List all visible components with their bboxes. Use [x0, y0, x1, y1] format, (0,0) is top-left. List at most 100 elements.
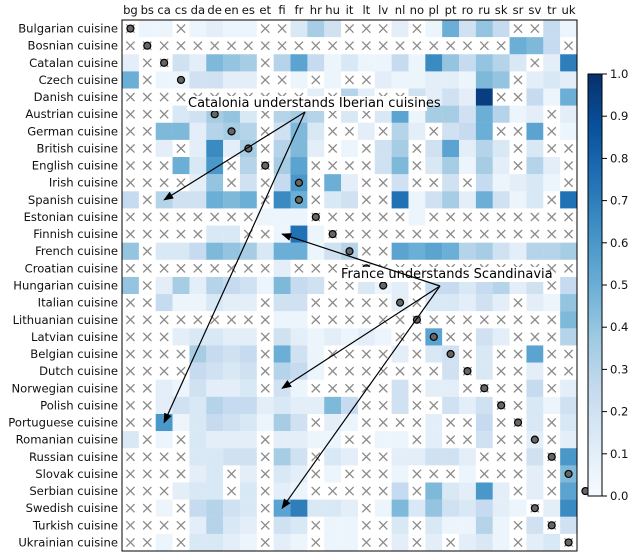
missing-value-mark [361, 246, 371, 256]
x-tick-label: de [207, 3, 222, 17]
missing-value-mark [429, 315, 439, 325]
heatmap-cell [526, 294, 544, 312]
missing-value-mark [513, 24, 523, 34]
heatmap-cell [223, 225, 241, 243]
colorbar-tick-label: 1.0 [610, 67, 628, 81]
heatmap-cell [459, 396, 477, 415]
x-tick-label: ca [157, 3, 170, 17]
missing-value-mark [260, 126, 270, 136]
missing-value-mark [361, 212, 371, 222]
heatmap-cell [509, 242, 527, 260]
heatmap-cell [273, 431, 291, 449]
heatmap-cell [543, 20, 561, 38]
heatmap-cell [172, 396, 190, 415]
missing-value-mark [412, 161, 422, 171]
heatmap-cell [273, 54, 291, 72]
missing-value-mark [378, 400, 388, 410]
y-tick-label: English cuisine [32, 159, 118, 173]
heatmap-cell [155, 413, 173, 432]
heatmap-cell [273, 242, 291, 260]
y-tick-label: Slovak cuisine [35, 467, 118, 481]
missing-value-mark [530, 58, 540, 68]
missing-value-mark [176, 520, 186, 530]
colorbar-tick-label: 0.7 [610, 194, 628, 208]
heatmap-cell [459, 157, 477, 175]
heatmap-cell [189, 294, 207, 312]
y-tick-label: Spanish cuisine [28, 193, 118, 207]
heatmap-cell [475, 105, 493, 123]
missing-value-mark [513, 366, 523, 376]
missing-value-mark [159, 315, 169, 325]
missing-value-mark [513, 126, 523, 136]
missing-value-mark [260, 332, 270, 342]
self-mark [463, 367, 472, 376]
heatmap-cell [206, 396, 224, 415]
heatmap-cell [442, 191, 460, 209]
heatmap-cell [475, 54, 493, 72]
heatmap-cell [475, 157, 493, 175]
heatmap-cell [290, 499, 308, 517]
missing-value-mark [260, 537, 270, 547]
missing-value-mark [361, 417, 371, 428]
missing-value-mark [142, 280, 152, 291]
heatmap-cell [341, 448, 359, 466]
heatmap-cell [442, 54, 460, 72]
x-tick-label: cs [175, 3, 187, 17]
missing-value-mark [159, 452, 169, 462]
heatmap-cell [442, 88, 460, 106]
missing-value-mark [513, 520, 523, 530]
heatmap-cell [172, 54, 190, 72]
missing-value-mark [142, 161, 152, 171]
missing-value-mark [226, 161, 237, 171]
heatmap-cell [290, 276, 308, 295]
heatmap-cell [290, 71, 308, 89]
heatmap-cell [492, 482, 510, 500]
missing-value-mark [412, 24, 422, 34]
heatmap-cell [189, 499, 207, 517]
missing-value-mark [462, 178, 473, 188]
missing-value-mark [159, 41, 169, 51]
heatmap-cell [560, 71, 578, 89]
heatmap-cell [391, 465, 409, 483]
heatmap-cell [543, 71, 561, 89]
heatmap-cell [324, 174, 342, 192]
heatmap-cell [206, 431, 224, 449]
heatmap-cell [526, 516, 544, 535]
missing-value-mark [564, 212, 574, 222]
heatmap-cell [560, 122, 578, 141]
missing-value-mark [260, 520, 270, 530]
missing-value-mark [142, 75, 152, 85]
heatmap-cell [239, 516, 257, 535]
heatmap-cell [223, 533, 241, 552]
missing-value-mark [496, 366, 506, 376]
heatmap-cell [273, 396, 291, 415]
missing-value-mark [361, 229, 371, 239]
x-tick-label: nl [395, 3, 406, 17]
heatmap-cell [324, 413, 342, 432]
missing-value-mark [142, 126, 152, 136]
heatmap-cell [442, 139, 460, 158]
missing-value-mark [429, 126, 439, 136]
heatmap-cell [526, 533, 544, 552]
missing-value-mark [176, 178, 186, 188]
missing-value-mark [547, 349, 557, 359]
missing-value-mark [328, 126, 338, 136]
annotation-arrow [281, 233, 441, 287]
heatmap-cell [290, 396, 308, 415]
heatmap-cell [560, 396, 578, 415]
heatmap-cell [425, 242, 443, 260]
missing-value-mark [125, 92, 135, 102]
heatmap-cell [307, 276, 325, 295]
missing-value-mark [311, 263, 321, 273]
self-mark [126, 24, 135, 33]
heatmap-cell [324, 431, 342, 449]
heatmap-cell [324, 396, 342, 415]
missing-value-mark [412, 435, 422, 445]
missing-value-mark [395, 212, 405, 222]
missing-value-mark [328, 486, 338, 496]
heatmap-cell [374, 139, 392, 158]
missing-value-mark [125, 452, 135, 462]
missing-value-mark [311, 178, 321, 188]
missing-value-mark [159, 366, 169, 376]
missing-value-mark [496, 452, 506, 462]
